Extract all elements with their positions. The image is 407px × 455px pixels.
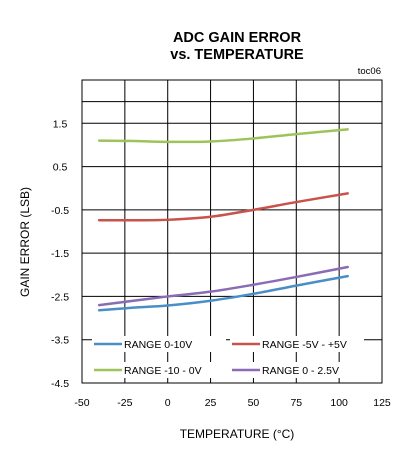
chart-title-line2: vs. TEMPERATURE	[170, 47, 304, 63]
x-tick-label: 100	[330, 397, 348, 409]
y-tick-label: -2.5	[51, 291, 69, 303]
legend-entry-background	[92, 336, 226, 352]
x-tick-label: -50	[74, 397, 89, 409]
y-tick-label: -3.5	[51, 335, 69, 347]
legend-entry-background	[230, 336, 364, 352]
y-tick-labels: -4.5 -3.5 -2.5 -1.5 -0.5 0.5 1.5	[51, 118, 69, 390]
y-tick-label: -1.5	[51, 248, 69, 260]
plot-frame	[81, 79, 383, 384]
legend: RANGE 0-10V RANGE -5V - +5V RANGE -10 - 0V…	[92, 336, 364, 378]
legend-label: RANGE -5V - +5V	[262, 339, 347, 351]
y-axis-label: GAIN ERROR (LSB)	[18, 187, 32, 297]
x-tick-label: 50	[248, 397, 260, 409]
legend-entry-background	[230, 362, 364, 378]
y-tick-label: 0.5	[53, 162, 68, 174]
x-tick-label: -25	[117, 397, 132, 409]
x-tick-label: 125	[373, 397, 391, 409]
series-line	[97, 274, 349, 312]
series-line	[97, 192, 349, 222]
chart-title-line1: ADC GAIN ERROR	[173, 30, 302, 46]
legend-label: RANGE 0-10V	[124, 339, 192, 351]
x-tick-label: 25	[205, 397, 217, 409]
series-line	[97, 128, 349, 144]
legend-label: RANGE 0 - 2.5V	[262, 365, 339, 377]
x-tick-labels: -50 -25 0 25 50 75 100 125	[74, 397, 391, 409]
y-tick-label: -4.5	[51, 378, 69, 390]
series-line	[97, 265, 349, 307]
y-tick-label: 1.5	[53, 118, 68, 130]
legend-entry-background	[92, 362, 226, 378]
legend-label: RANGE -10 - 0V	[124, 365, 202, 377]
x-tick-label: 0	[165, 397, 171, 409]
x-tick-label: 75	[290, 397, 302, 409]
y-tick-label: -0.5	[51, 205, 69, 217]
series-lines	[97, 128, 349, 312]
chart-note: toc06	[358, 66, 381, 77]
x-axis-label: TEMPERATURE (°C)	[180, 427, 295, 441]
